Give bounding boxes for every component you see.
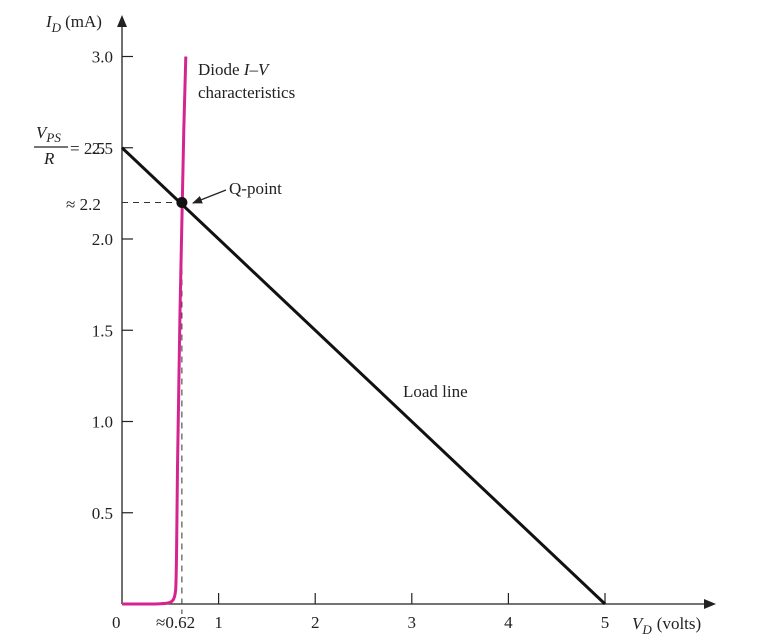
y-tick-label: 1.0 [92,413,113,432]
x-axis-unit: (volts) [657,614,701,633]
x-tick-label: 2 [311,613,320,632]
load-line-label: Load line [403,382,468,401]
x-axis-subscript: D [641,622,652,637]
diode-curve-label-line2: characteristics [198,83,295,102]
y-axis-title: ID (mA) [45,12,102,35]
y-tick-label: 3.0 [92,48,113,67]
x-tick-label: 3 [408,613,417,632]
x-axis-title: VD (volts) [632,614,701,637]
y-axis-arrow-icon [117,15,127,27]
y-tick-label: 2.0 [92,230,113,249]
intercept-numerator: VPS [36,123,61,145]
y-ticks: 0.5 1.0 1.5 2.0 2.5 3.0 [92,48,133,523]
x-ticks: 1 2 3 4 5 [214,593,609,632]
y-tick-label: 1.5 [92,321,113,340]
y-axis-symbol: I [45,12,53,31]
q-point-label: Q-point [229,179,282,198]
y-axis-subscript: D [51,20,62,35]
y-axis-unit: (mA) [65,12,102,31]
q-point-x-label: ≈0.62 [156,613,195,632]
intercept-denominator: R [43,149,55,168]
load-line [120,146,607,606]
x-axis-symbol: V [632,614,645,633]
q-point-callout-arrow [192,189,227,204]
diode-curve-label-line1: Diode I–V [198,60,271,79]
x-tick-label: 5 [601,613,610,632]
origin-label: 0 [112,613,121,632]
x-tick-label: 1 [214,613,223,632]
intercept-value-label: = 2.5 [70,139,105,158]
y-tick-label: 2.5 [92,139,113,158]
diode-iv-curve [122,56,188,606]
x-tick-label: 4 [504,613,513,632]
y-tick-label: 0.5 [92,504,113,523]
x-axis-arrow-icon [704,599,716,609]
q-point-y-label: ≈ 2.2 [66,195,101,214]
q-point-marker [176,197,188,208]
